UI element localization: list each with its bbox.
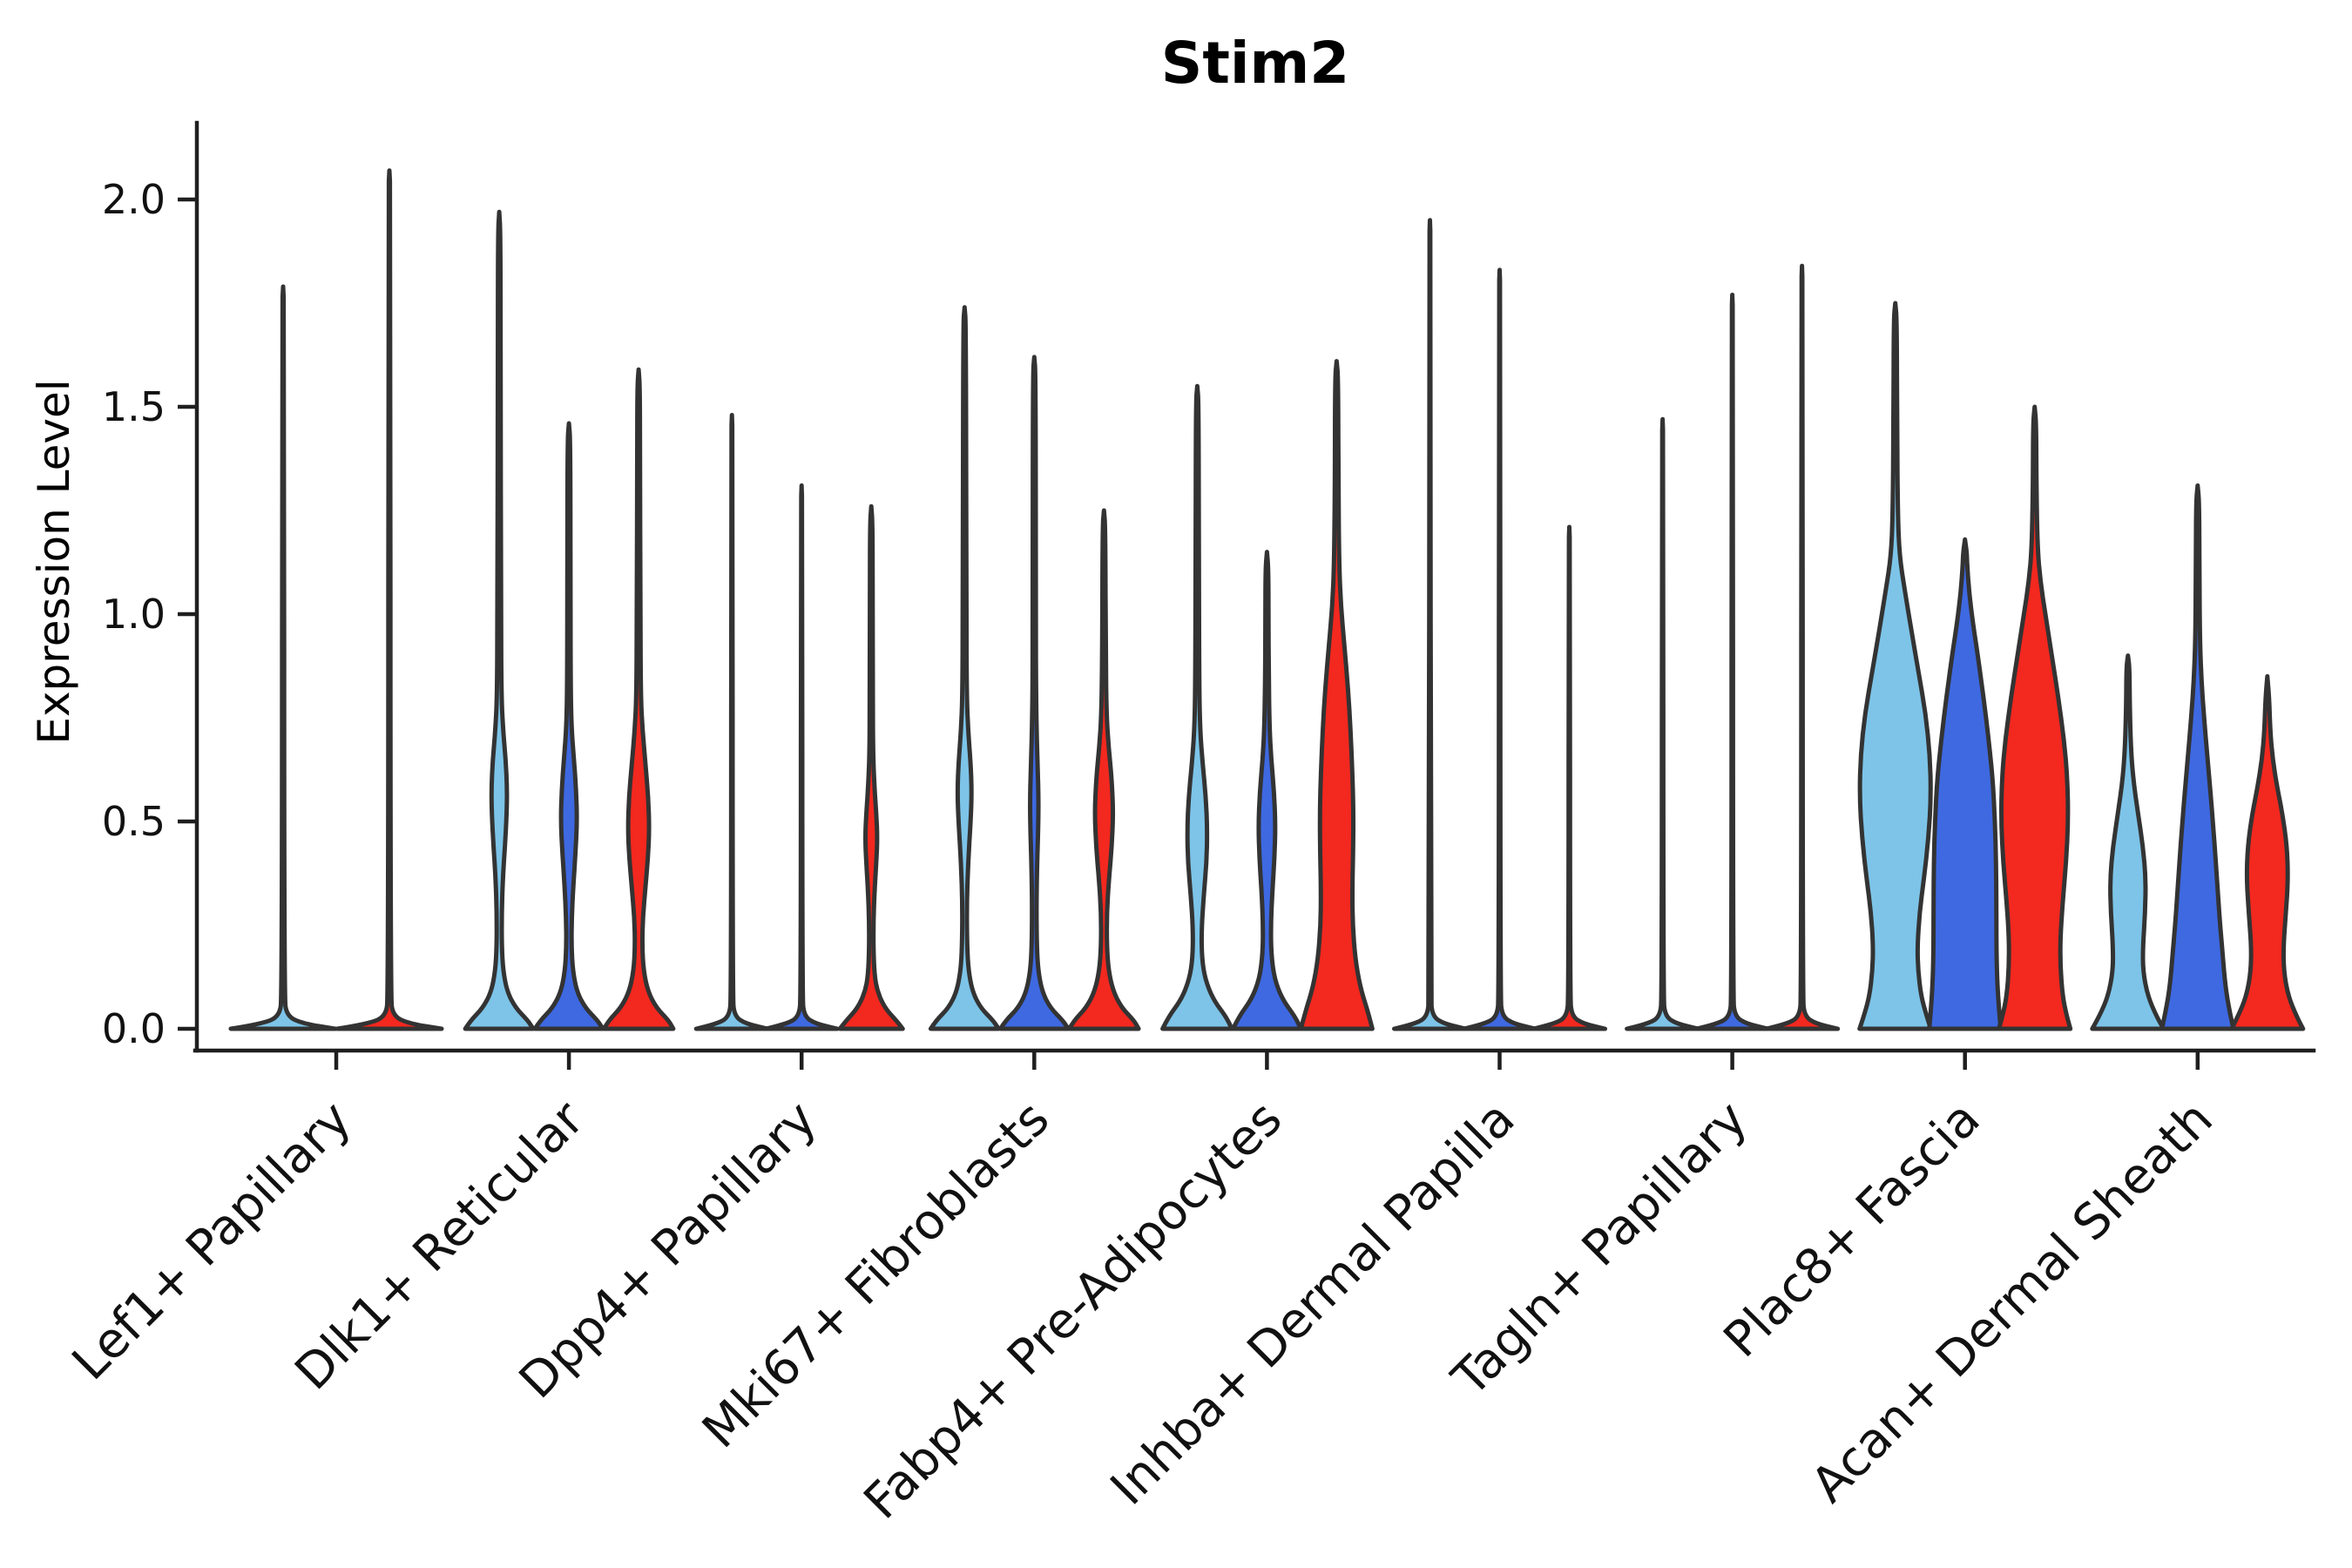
violin-red [1298,359,1375,1031]
violin-red [837,504,905,1031]
y-tick-label: 0.5 [102,798,166,845]
violin-skyblue [928,305,1001,1031]
violin-blue [1694,293,1771,1031]
violin-skyblue [1160,383,1234,1031]
violin-blue [2159,483,2236,1031]
violin-skyblue [2090,653,2166,1031]
y-tick-label: 0.0 [102,1005,166,1052]
x-category-label: Fabp4+ Pre-Adipocytes [854,1091,1294,1531]
x-category-label: Inhba+ Dermal Papilla [1100,1091,1526,1517]
violin-skyblue [228,284,338,1031]
violin-blue [1231,550,1303,1031]
violin-red [1067,508,1141,1031]
violin-red [335,168,444,1031]
violin-red [2229,673,2306,1031]
violin-blue [997,355,1071,1031]
violin-group: Plac8+ Fascia [1713,301,2073,1369]
violin-group: Lef1+ Papillary [62,168,444,1391]
x-category-label: Acan+ Dermal Sheath [1801,1091,2224,1514]
violin-skyblue [1857,301,1934,1031]
y-tick-label: 1.0 [102,591,166,638]
violin-skyblue [1625,416,1701,1031]
violin-red [1531,524,1607,1031]
violin-red [1997,404,2073,1031]
y-tick-label: 2.0 [102,176,166,223]
y-axis-label: Expression Level [29,379,79,745]
chart-title: Stim2 [1160,30,1350,97]
violin-blue [532,421,605,1031]
violin-blue [1927,537,2004,1031]
violin-red [601,367,676,1031]
violin-group: Dlk1+ Reticular [285,209,676,1401]
violin-skyblue [463,209,536,1031]
violin-blue [763,483,840,1031]
violin-skyblue [1392,218,1468,1031]
violin-red [1764,263,1841,1031]
y-tick-label: 1.5 [102,383,166,430]
violin-skyblue [693,413,770,1031]
violin-blue [1462,267,1538,1031]
